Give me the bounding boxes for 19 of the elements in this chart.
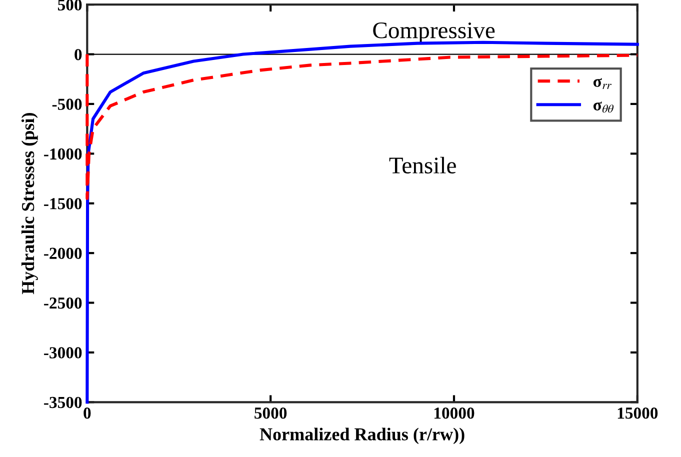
y-tick-label: -2500 bbox=[44, 297, 82, 309]
x-tick-label: 10000 bbox=[434, 408, 474, 419]
x-axis-title: Normalized Radius (r/rw)) bbox=[260, 428, 464, 444]
y-tick-label: -3000 bbox=[44, 347, 82, 358]
y-tick-label: -1000 bbox=[44, 148, 82, 160]
x-tick-label: 15000 bbox=[618, 408, 658, 419]
annotation: Tensile bbox=[389, 156, 456, 174]
y-tick-label: -500 bbox=[52, 98, 82, 110]
y-axis-title: Hydraulic Stresses (psi) bbox=[21, 113, 38, 294]
legend-label: σ$_{θθ}$ bbox=[593, 102, 614, 113]
x-tick-label: 5000 bbox=[254, 408, 287, 419]
x-tick-label: 0 bbox=[84, 408, 91, 419]
legend-label: σ$_{rr}$ bbox=[593, 78, 612, 89]
annotation: Compressive bbox=[373, 22, 495, 44]
y-tick-label: 0 bbox=[74, 48, 82, 60]
y-tick-label: -3500 bbox=[44, 396, 82, 408]
y-tick-label: -1500 bbox=[44, 198, 82, 210]
line-series bbox=[86, 52, 639, 200]
y-tick-label: -2000 bbox=[44, 248, 82, 260]
